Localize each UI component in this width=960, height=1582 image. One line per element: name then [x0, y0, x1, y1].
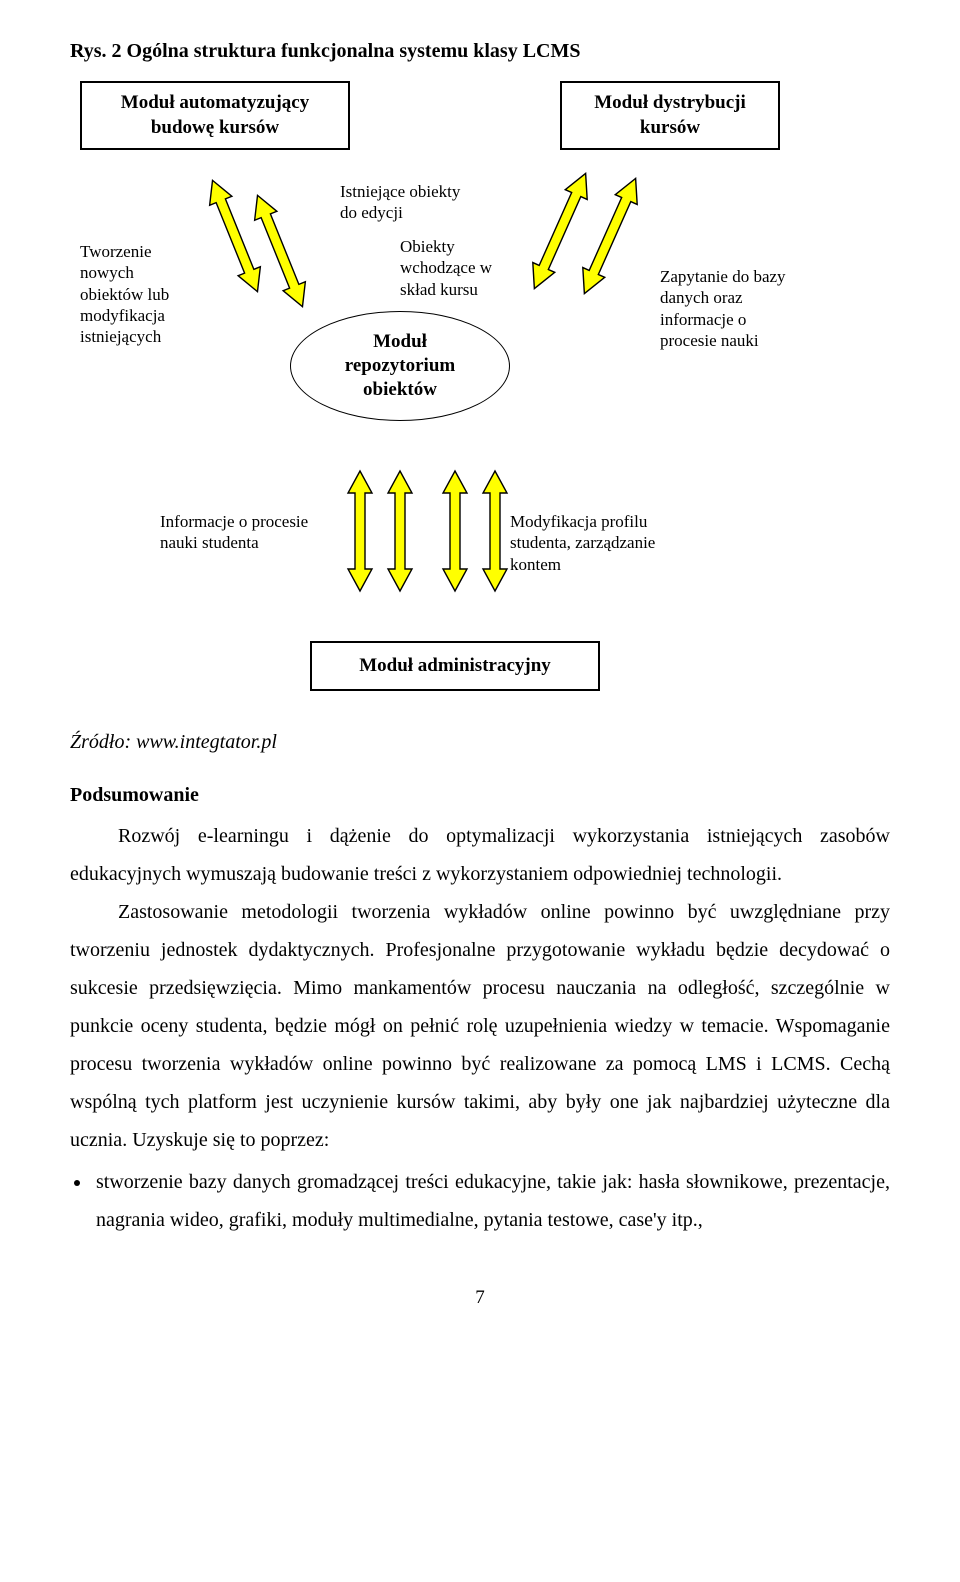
t: studenta, zarządzanie: [510, 533, 655, 552]
t: obiektów lub: [80, 285, 169, 304]
t: istniejących: [80, 327, 161, 346]
t: Moduł administracyjny: [359, 655, 551, 676]
t: obiektów: [363, 378, 437, 402]
box-admin: Moduł administracyjny: [310, 641, 600, 691]
t: Modyfikacja profilu: [510, 512, 647, 531]
arrow-top-right-2: [573, 174, 646, 299]
t: Istniejące obiekty: [340, 182, 460, 201]
text-existing-objects: Istniejące obiekty do edycji: [340, 181, 460, 224]
t: Moduł: [373, 330, 427, 354]
t: procesie nauki: [660, 331, 759, 350]
arrow-bot-left-1: [348, 471, 372, 591]
t: wchodzące w: [400, 258, 492, 277]
arrow-bot-right-1: [443, 471, 467, 591]
t: do edycji: [340, 203, 403, 222]
page-number: 7: [70, 1287, 890, 1309]
bullet-list: stworzenie bazy danych gromadzącej treśc…: [92, 1163, 890, 1239]
t: repozytorium: [345, 354, 455, 378]
box-distribution-l1: Moduł dystrybucji: [594, 92, 746, 113]
text-profile-mod: Modyfikacja profilu studenta, zarządzani…: [510, 511, 655, 575]
figure-source: Źródło: www.integtator.pl: [70, 731, 890, 754]
para-1: Rozwój e-learningu i dążenie do optymali…: [70, 817, 890, 893]
lcms-diagram: Moduł automatyzujący budowę kursów Moduł…: [70, 81, 890, 721]
t: kontem: [510, 555, 561, 574]
text-incoming-objects: Obiekty wchodzące w skład kursu: [400, 236, 492, 300]
arrow-top-left-1: [201, 176, 268, 296]
t: informacje o: [660, 310, 746, 329]
section-heading: Podsumowanie: [70, 784, 890, 807]
t: Zapytanie do bazy: [660, 267, 786, 286]
t: nowych: [80, 263, 134, 282]
bullet-item: stworzenie bazy danych gromadzącej treśc…: [92, 1163, 890, 1239]
t: danych oraz: [660, 288, 743, 307]
t: Informacje o procesie: [160, 512, 308, 531]
box-auto-build-l2: budowę kursów: [151, 117, 279, 138]
box-auto-build-l1: Moduł automatyzujący: [121, 92, 309, 113]
box-distribution: Moduł dystrybucji kursów: [560, 81, 780, 150]
text-create-objects: Tworzenie nowych obiektów lub modyfikacj…: [80, 241, 169, 347]
box-auto-build: Moduł automatyzujący budowę kursów: [80, 81, 350, 150]
text-process-info: Informacje o procesie nauki studenta: [160, 511, 308, 554]
t: Obiekty: [400, 237, 455, 256]
arrow-top-right-1: [523, 169, 596, 294]
t: modyfikacja: [80, 306, 165, 325]
arrow-bot-right-2: [483, 471, 507, 591]
arrow-bot-left-2: [388, 471, 412, 591]
t: nauki studenta: [160, 533, 259, 552]
box-distribution-l2: kursów: [640, 117, 700, 138]
body-text: Rozwój e-learningu i dążenie do optymali…: [70, 817, 890, 1159]
t: Tworzenie: [80, 242, 152, 261]
repository-ellipse: Moduł repozytorium obiektów: [290, 311, 510, 421]
arrow-top-left-2: [246, 191, 313, 311]
t: skład kursu: [400, 280, 478, 299]
figure-title: Rys. 2 Ogólna struktura funkcjonalna sys…: [70, 40, 890, 63]
text-db-query: Zapytanie do bazy danych oraz informacje…: [660, 266, 786, 351]
para-2: Zastosowanie metodologii tworzenia wykła…: [70, 893, 890, 1159]
